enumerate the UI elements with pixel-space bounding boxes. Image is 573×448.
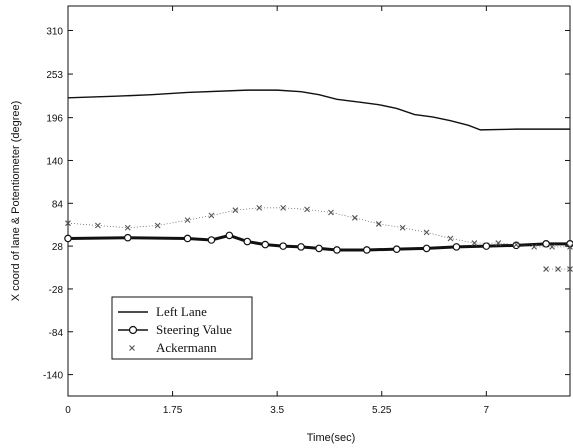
data-point — [543, 266, 549, 272]
data-point — [328, 209, 334, 216]
y-tick-label: -140 — [43, 371, 63, 382]
y-tick-label: 84 — [52, 199, 64, 210]
data-point — [351, 214, 358, 221]
x-tick-label: 5.25 — [372, 405, 392, 416]
data-point — [375, 221, 382, 227]
data-point — [243, 237, 252, 246]
data-point — [333, 246, 341, 254]
data-point — [256, 204, 263, 211]
y-tick-label: 140 — [46, 156, 63, 167]
x-tick-label: 7 — [484, 405, 490, 416]
data-point — [65, 220, 71, 227]
legend-label: Steering Value — [156, 322, 232, 337]
series-ackermann-tail — [543, 266, 573, 272]
data-point — [64, 234, 72, 243]
x-tick-label: 0 — [65, 405, 71, 416]
x-tick-label: 3.5 — [270, 405, 284, 416]
data-point — [363, 246, 371, 254]
x-tick-label: 1.75 — [163, 405, 183, 416]
series-left-lane — [67, 89, 570, 131]
legend-item: Left Lane — [118, 304, 207, 319]
y-tick-label: -28 — [49, 285, 64, 296]
data-point — [452, 243, 461, 251]
legend-marker — [128, 325, 138, 335]
y-axis-label: X coord of lane & Potentiometer (degree) — [10, 101, 22, 302]
data-point — [315, 244, 323, 253]
data-point — [261, 240, 270, 249]
data-point — [555, 266, 561, 272]
legend-marker — [129, 345, 135, 351]
data-point — [225, 231, 234, 240]
data-point — [154, 222, 161, 229]
legend: Left Lane Steering Value Ackermann — [111, 296, 253, 360]
y-tick-label: 253 — [46, 70, 63, 81]
data-point — [183, 234, 192, 243]
y-tick-label: 28 — [52, 242, 64, 253]
series-line — [67, 89, 570, 131]
series-line — [67, 207, 570, 248]
data-point — [482, 242, 491, 250]
data-point — [280, 204, 287, 211]
legend-label: Left Lane — [156, 304, 207, 319]
data-point — [94, 222, 101, 229]
data-point — [297, 243, 305, 251]
y-axis-ticks: 310 253 196 140 84 28 -28 -84 -140 — [43, 26, 570, 382]
data-point — [399, 224, 406, 231]
y-tick-label: 310 — [46, 26, 63, 37]
y-tick-label: -84 — [49, 328, 64, 339]
data-point — [124, 224, 131, 231]
x-axis-ticks: 0 1.75 3.5 5.25 7 — [65, 6, 490, 416]
legend-label: Ackermann — [156, 340, 217, 355]
legend-item: Ackermann — [129, 340, 217, 355]
data-point — [392, 245, 401, 253]
data-point — [279, 242, 287, 250]
series-ackermann — [65, 204, 573, 250]
legend-item: Steering Value — [118, 322, 232, 337]
data-point — [422, 244, 431, 253]
data-point — [542, 240, 550, 248]
series-layer — [64, 89, 573, 272]
data-point — [123, 233, 132, 242]
data-point — [207, 236, 216, 244]
data-point — [423, 229, 430, 236]
data-point — [232, 207, 239, 214]
x-axis-label: Time(sec) — [307, 432, 355, 444]
y-tick-label: 196 — [46, 114, 63, 125]
data-point — [567, 266, 573, 272]
